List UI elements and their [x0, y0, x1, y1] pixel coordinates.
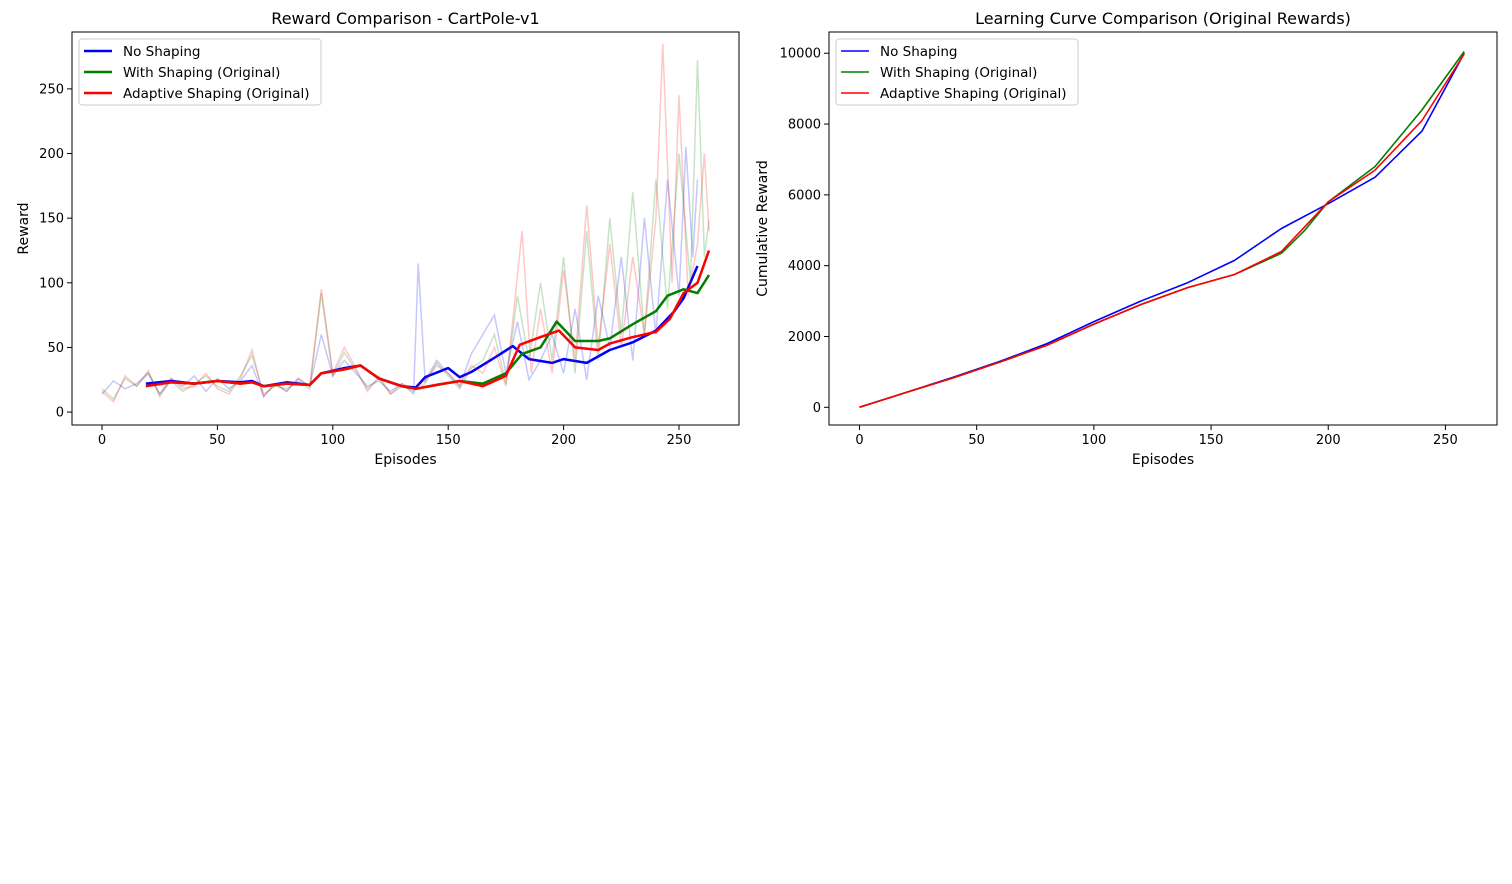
y-tick-label: 150 — [39, 212, 64, 227]
y-axis-label: Cumulative Reward — [755, 160, 771, 297]
chart-reward-comparison: Reward Comparison - CartPole-v1 0 50 100 150… — [16, 9, 740, 468]
legend-label: With Shaping (Original) — [123, 65, 280, 81]
chart-title: Learning Curve Comparison (Original Rewa… — [975, 9, 1351, 28]
legend-box — [835, 38, 1079, 106]
series-line-no-shaping — [859, 52, 1465, 409]
y-tick-label: 250 — [39, 82, 64, 97]
x-tick-label: 200 — [551, 433, 576, 448]
legend-label: No Shaping — [123, 44, 201, 60]
x-tick-label: 0 — [98, 433, 106, 448]
x-tick-label: 150 — [436, 433, 461, 448]
x-tick-label: 100 — [1081, 433, 1106, 448]
y-tick-label: 100 — [39, 276, 64, 291]
series-raw-with-shaping-original — [101, 60, 710, 401]
legend: No Shaping With Shaping (Original) Adaptiv… — [835, 38, 1079, 106]
legend-box — [78, 38, 322, 106]
x-tick-label: 250 — [667, 433, 692, 448]
x-tick-label: 50 — [209, 433, 226, 448]
y-tick-label: 0 — [813, 401, 821, 416]
plot-area — [859, 51, 1465, 409]
series-line-adaptive-shaping-original — [859, 53, 1465, 409]
series-raw-no-shaping — [101, 147, 699, 399]
x-tick-label: 50 — [968, 433, 985, 448]
series-line-no-shaping — [145, 265, 699, 389]
axes-frame — [828, 31, 1498, 426]
y-tick-label: 0 — [56, 406, 64, 421]
legend: No Shaping With Shaping (Original) Adaptiv… — [78, 38, 322, 106]
y-tick-label: 4000 — [788, 259, 821, 274]
series-raw-adaptive-shaping-original — [101, 43, 710, 403]
x-axis-label: Episodes — [374, 452, 436, 468]
chart-learning-curve: Learning Curve Comparison (Original Rewa… — [755, 9, 1498, 468]
x-tick-label: 150 — [1199, 433, 1224, 448]
y-tick-label: 10000 — [780, 47, 821, 62]
x-tick-label: 200 — [1316, 433, 1341, 448]
x-axis-label: Episodes — [1132, 452, 1194, 468]
y-tick-label: 50 — [47, 341, 64, 356]
series-line-adaptive-shaping-original — [145, 250, 711, 391]
legend-label: Adaptive Shaping (Original) — [123, 86, 310, 102]
x-tick-label: 100 — [320, 433, 345, 448]
axes-frame — [71, 31, 740, 426]
legend-label: With Shaping (Original) — [880, 65, 1037, 81]
plot-area — [101, 43, 711, 403]
chart-title: Reward Comparison - CartPole-v1 — [271, 9, 539, 28]
y-tick-label: 6000 — [788, 188, 821, 203]
y-axis-label: Reward — [16, 202, 32, 254]
y-tick-label: 8000 — [788, 118, 821, 133]
y-tick-label: 200 — [39, 147, 64, 162]
x-tick-label: 0 — [855, 433, 863, 448]
legend-label: No Shaping — [880, 44, 958, 60]
y-tick-label: 2000 — [788, 330, 821, 345]
legend-label: Adaptive Shaping (Original) — [880, 86, 1067, 102]
x-tick-label: 250 — [1433, 433, 1458, 448]
